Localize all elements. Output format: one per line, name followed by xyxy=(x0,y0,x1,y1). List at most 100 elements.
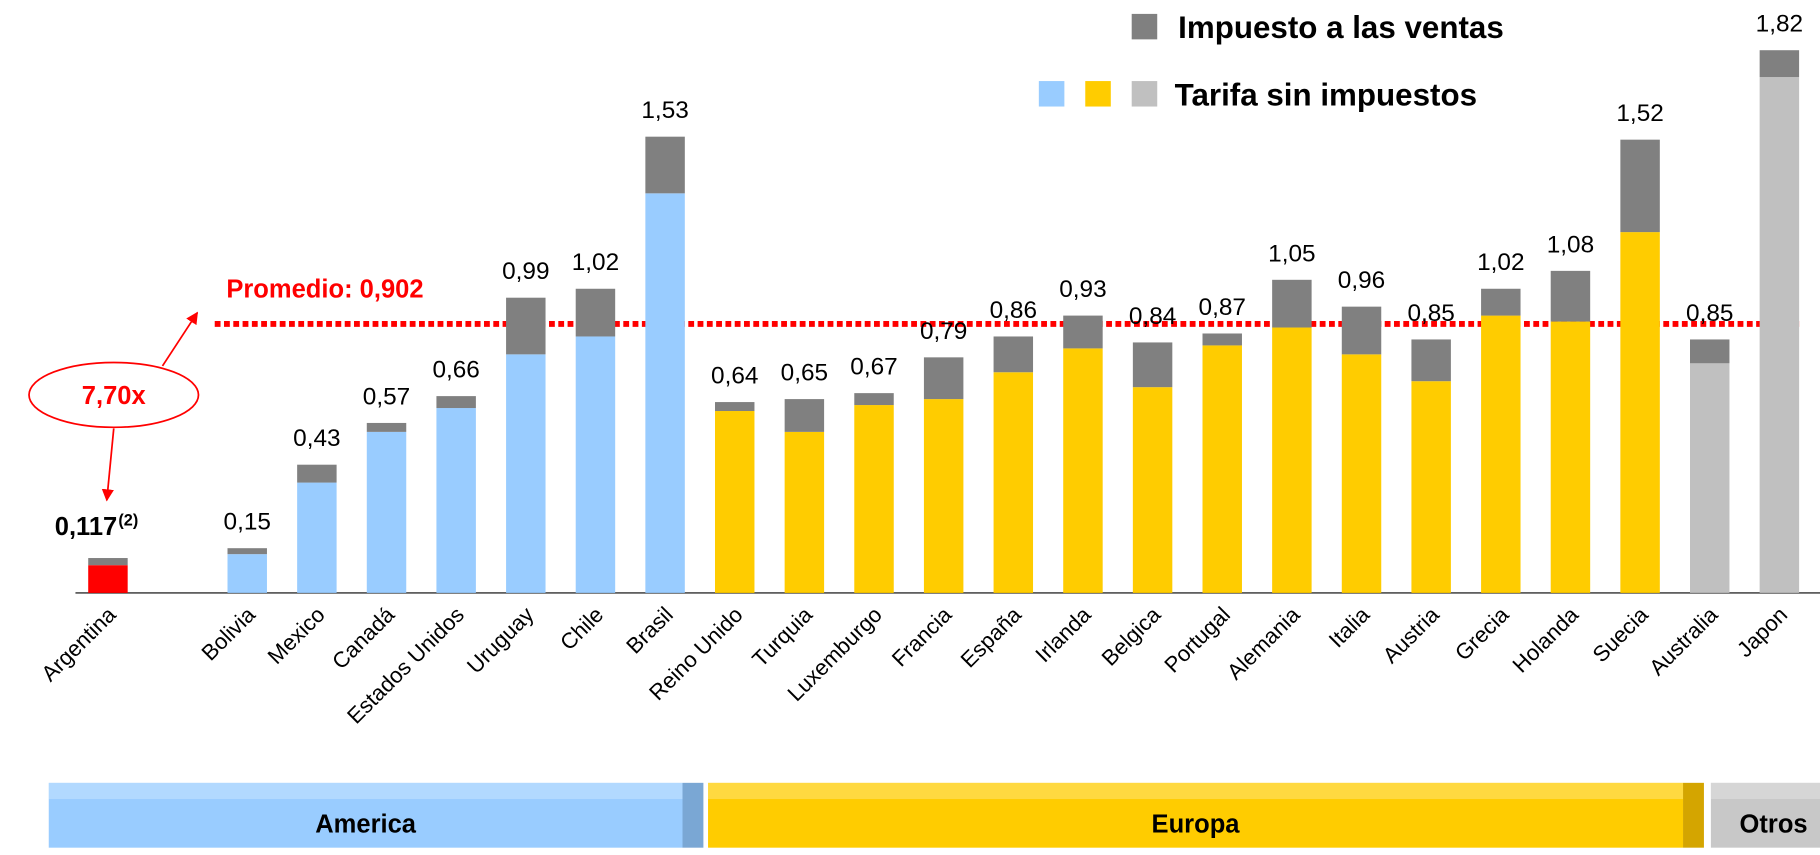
legend-swatch xyxy=(1131,81,1158,107)
value-label: 1,02 xyxy=(572,249,619,276)
value-label: 0,65 xyxy=(781,360,828,387)
bar-segment xyxy=(1272,327,1312,593)
bar-segment xyxy=(575,336,616,593)
bar-segment xyxy=(854,405,894,593)
value-label: 0,64 xyxy=(711,363,758,390)
bar-segment xyxy=(88,565,128,593)
bar-segment xyxy=(1063,315,1103,349)
value-label: 0,117 xyxy=(55,513,117,541)
legend-swatch xyxy=(1085,81,1111,107)
x-tick-label: Austria xyxy=(1378,601,1445,668)
value-label: 1,82 xyxy=(1756,11,1803,38)
bar-segment xyxy=(1272,279,1312,328)
region-label: Otros xyxy=(1740,811,1808,839)
region-edge xyxy=(682,782,704,848)
x-tick-label: Holanda xyxy=(1508,601,1584,677)
average-label: Promedio: 0,902 xyxy=(226,275,423,303)
x-tick-label: Bolivia xyxy=(196,601,260,665)
bar-segment xyxy=(784,431,825,593)
value-label: 0,85 xyxy=(1686,300,1733,327)
bar-segment xyxy=(1132,342,1173,388)
x-tick-label: Suecia xyxy=(1588,601,1654,667)
value-label: 0,86 xyxy=(990,297,1037,324)
bar-segment xyxy=(436,396,476,409)
x-tick-label: Italia xyxy=(1324,601,1375,652)
bar-segment xyxy=(1132,387,1173,593)
region-band xyxy=(1710,782,1820,848)
bar-segment xyxy=(854,393,894,406)
bar-segment xyxy=(227,548,267,555)
value-label: 0,15 xyxy=(224,509,271,536)
value-label: 0,67 xyxy=(850,354,897,381)
arrow xyxy=(161,311,199,367)
value-label: 1,52 xyxy=(1616,100,1663,127)
bar-segment xyxy=(645,193,685,593)
bar-segment xyxy=(1690,363,1730,593)
value-label: 0,85 xyxy=(1407,300,1454,327)
value-label: 0,99 xyxy=(502,258,549,285)
ratio-annotation: 7,70x xyxy=(82,382,146,410)
bar-segment xyxy=(1411,381,1451,593)
bar-segment xyxy=(645,136,685,194)
value-label: 0,84 xyxy=(1129,303,1176,330)
bar-segment xyxy=(366,431,407,593)
legend-label: Tarifa sin impuestos xyxy=(1175,77,1477,112)
bar-segment xyxy=(575,288,616,337)
ratio-ellipse xyxy=(28,361,200,429)
bar-segment xyxy=(923,357,964,400)
bar-segment xyxy=(784,399,825,432)
bar-segment xyxy=(715,411,755,593)
region-band xyxy=(708,782,1684,848)
bar-segment xyxy=(297,464,337,483)
bar-segment xyxy=(1411,339,1451,382)
x-tick-label: Alemania xyxy=(1222,601,1305,684)
value-label: 0,96 xyxy=(1338,267,1385,294)
bar-segment xyxy=(993,372,1034,593)
x-tick-label: Grecia xyxy=(1450,601,1514,665)
x-tick-label: Mexico xyxy=(263,602,330,669)
legend-swatch xyxy=(1131,13,1158,40)
value-label: 1,08 xyxy=(1547,231,1594,258)
bar-segment xyxy=(1202,333,1242,346)
bar-segment xyxy=(1481,315,1521,593)
value-label: 0,43 xyxy=(293,425,340,452)
x-tick-label: Argentina xyxy=(36,601,121,686)
bar-segment xyxy=(297,482,337,593)
bar-segment xyxy=(1341,354,1382,593)
bar-segment xyxy=(366,422,407,432)
region-highlight xyxy=(708,782,1684,800)
region-edge xyxy=(1683,782,1704,848)
bar-segment xyxy=(88,558,128,566)
bar-segment xyxy=(436,408,476,593)
value-label: 0,87 xyxy=(1199,294,1246,321)
x-tick-label: Irlanda xyxy=(1030,601,1096,667)
region-label: America xyxy=(315,811,417,839)
value-label: 0,93 xyxy=(1059,276,1106,303)
arrow xyxy=(101,428,115,502)
bar-segment xyxy=(993,336,1034,373)
bar-segment xyxy=(227,554,267,593)
bar-segment xyxy=(506,297,546,355)
x-tick-label: Chile xyxy=(555,602,608,655)
bar-segment xyxy=(1759,50,1800,78)
label-note: (2) xyxy=(118,512,138,530)
x-tick-label: España xyxy=(956,601,1027,672)
bar-segment xyxy=(715,402,755,412)
region-label: Europa xyxy=(1152,811,1241,839)
value-label: 1,05 xyxy=(1268,240,1315,267)
legend-label: Impuesto a las ventas xyxy=(1178,10,1504,45)
region-highlight xyxy=(48,782,683,800)
x-tick-label: Uruguay xyxy=(462,602,539,678)
x-tick-label: Brasil xyxy=(621,602,678,659)
value-label: 0,57 xyxy=(363,383,410,410)
x-tick-label: Turquia xyxy=(747,601,817,671)
bar-segment xyxy=(1063,348,1103,593)
region-highlight xyxy=(1710,782,1820,800)
x-tick-label: Japon xyxy=(1732,602,1792,662)
bar-segment xyxy=(1620,232,1660,593)
x-tick-label: Francia xyxy=(887,601,957,671)
bar-segment xyxy=(1690,339,1730,364)
bar-segment xyxy=(1341,306,1382,355)
bar-segment xyxy=(1481,288,1521,316)
